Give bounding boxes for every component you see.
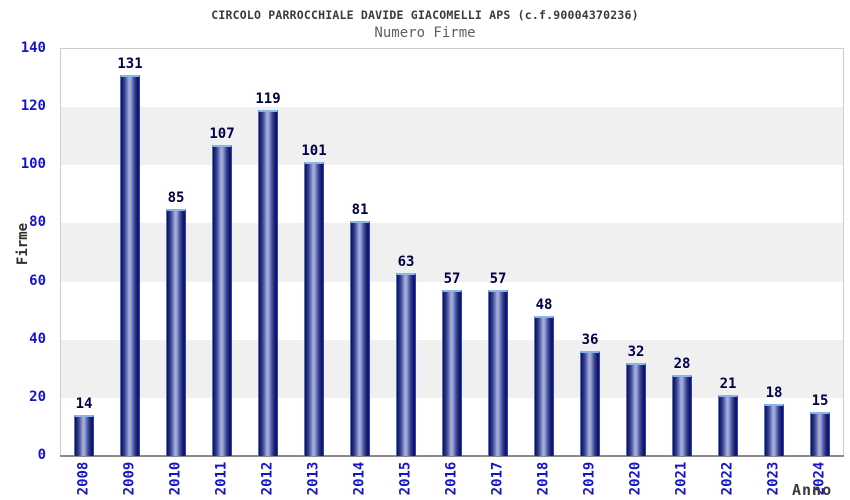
bar	[258, 110, 278, 456]
x-tick-label: 2008	[75, 461, 92, 496]
bar	[396, 272, 416, 456]
x-tick-label: 2021	[673, 461, 690, 496]
x-axis-line	[60, 455, 844, 457]
y-axis: 0 20 40 60 80 100 120 140	[0, 40, 56, 463]
x-axis-title: Anno	[792, 481, 833, 499]
grid-band	[61, 223, 843, 282]
bar-value-label: 18	[765, 384, 783, 401]
bar-value-label: 28	[673, 355, 691, 372]
bar-value-label: 107	[209, 125, 235, 142]
x-tick-label: 2015	[397, 461, 414, 496]
bar	[810, 412, 830, 456]
grid-band	[61, 49, 843, 107]
x-tick-label: 2019	[581, 461, 598, 496]
bar-value-label: 57	[443, 271, 461, 288]
bar-value-label: 131	[117, 56, 143, 73]
x-tick-label: 2013	[305, 461, 322, 496]
bar	[718, 394, 738, 456]
bar-value-label: 36	[581, 332, 599, 349]
bar	[74, 415, 94, 456]
x-tick-label: 2018	[535, 461, 552, 496]
x-tick-label: 2023	[765, 461, 782, 496]
y-tick-label: 140	[20, 40, 46, 56]
bar-value-label: 119	[255, 91, 281, 108]
plot-area: 14 2008 131 2009 85 2010 107 2011 119 2012 101 2013…	[60, 48, 844, 495]
x-tick-label: 2014	[351, 461, 368, 496]
x-tick-label: 2012	[259, 461, 276, 496]
bar-value-label: 81	[351, 201, 369, 218]
bar-value-label: 63	[397, 253, 415, 270]
x-tick-label: 2009	[121, 461, 138, 496]
x-tick-label: 2010	[167, 461, 184, 496]
x-tick-label: 2017	[489, 461, 506, 496]
bar-value-label: 14	[75, 396, 93, 413]
bar	[350, 220, 370, 456]
y-tick-label: 100	[20, 156, 46, 173]
x-tick-label: 2022	[719, 461, 736, 496]
bar-value-label: 57	[489, 271, 507, 288]
bar-value-label: 32	[627, 343, 645, 360]
y-tick-label: 20	[29, 388, 46, 405]
bar	[764, 403, 784, 456]
y-tick-label: 120	[20, 98, 46, 115]
y-tick-label: 40	[29, 330, 46, 347]
chart-subtitle: Numero Firme	[374, 25, 476, 41]
x-tick-label: 2011	[213, 461, 230, 496]
bar-value-label: 21	[719, 375, 737, 392]
bar	[166, 208, 186, 456]
bar-value-label: 48	[535, 297, 553, 314]
bar	[304, 162, 324, 456]
bar	[488, 290, 508, 456]
bar	[534, 316, 554, 456]
y-tick-label: 80	[29, 214, 46, 231]
bar	[580, 351, 600, 456]
bar-value-label: 15	[811, 393, 829, 410]
bar-value-label: 85	[167, 189, 185, 206]
bar	[442, 290, 462, 456]
bar	[672, 374, 692, 456]
bar	[626, 362, 646, 456]
x-tick-label: 2016	[443, 461, 460, 496]
bar	[212, 144, 232, 456]
bar-value-label: 101	[301, 143, 327, 160]
chart-title: CIRCOLO PARROCCHIALE DAVIDE GIACOMELLI A…	[211, 8, 639, 22]
y-tick-label: 0	[37, 447, 46, 463]
y-tick-label: 60	[29, 272, 46, 289]
x-tick-label: 2020	[627, 461, 644, 496]
bar	[120, 75, 140, 456]
grid-band	[61, 107, 843, 166]
